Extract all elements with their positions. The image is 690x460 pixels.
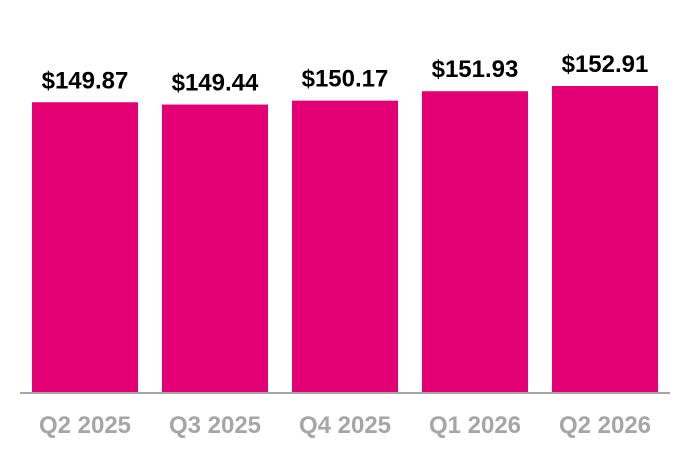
x-tick-label: Q2 2025: [39, 412, 131, 439]
value-label: $149.44: [172, 70, 259, 97]
x-tick-label: Q2 2026: [559, 412, 651, 439]
x-tick-label: Q3 2025: [169, 412, 261, 439]
bar-q1-2026: [422, 91, 528, 393]
x-tick-label: Q1 2026: [429, 412, 521, 439]
bars-group: [32, 85, 658, 394]
x-tick-label: Q4 2025: [299, 412, 391, 439]
bar-q3-2025: [162, 104, 268, 394]
value-label: $150.17: [302, 66, 389, 93]
value-labels-group: $149.87 $149.44 $150.17 $151.93 $152.91: [42, 51, 649, 97]
value-label: $152.91: [562, 51, 649, 78]
bar-q4-2025: [292, 100, 398, 393]
value-label: $151.93: [432, 56, 519, 83]
bar-q2-2026: [552, 85, 658, 394]
bar-q2-2025: [32, 102, 138, 393]
x-tick-labels-group: Q2 2025 Q3 2025 Q4 2025 Q1 2026 Q2 2026: [39, 412, 651, 439]
value-label: $149.87: [42, 67, 129, 94]
